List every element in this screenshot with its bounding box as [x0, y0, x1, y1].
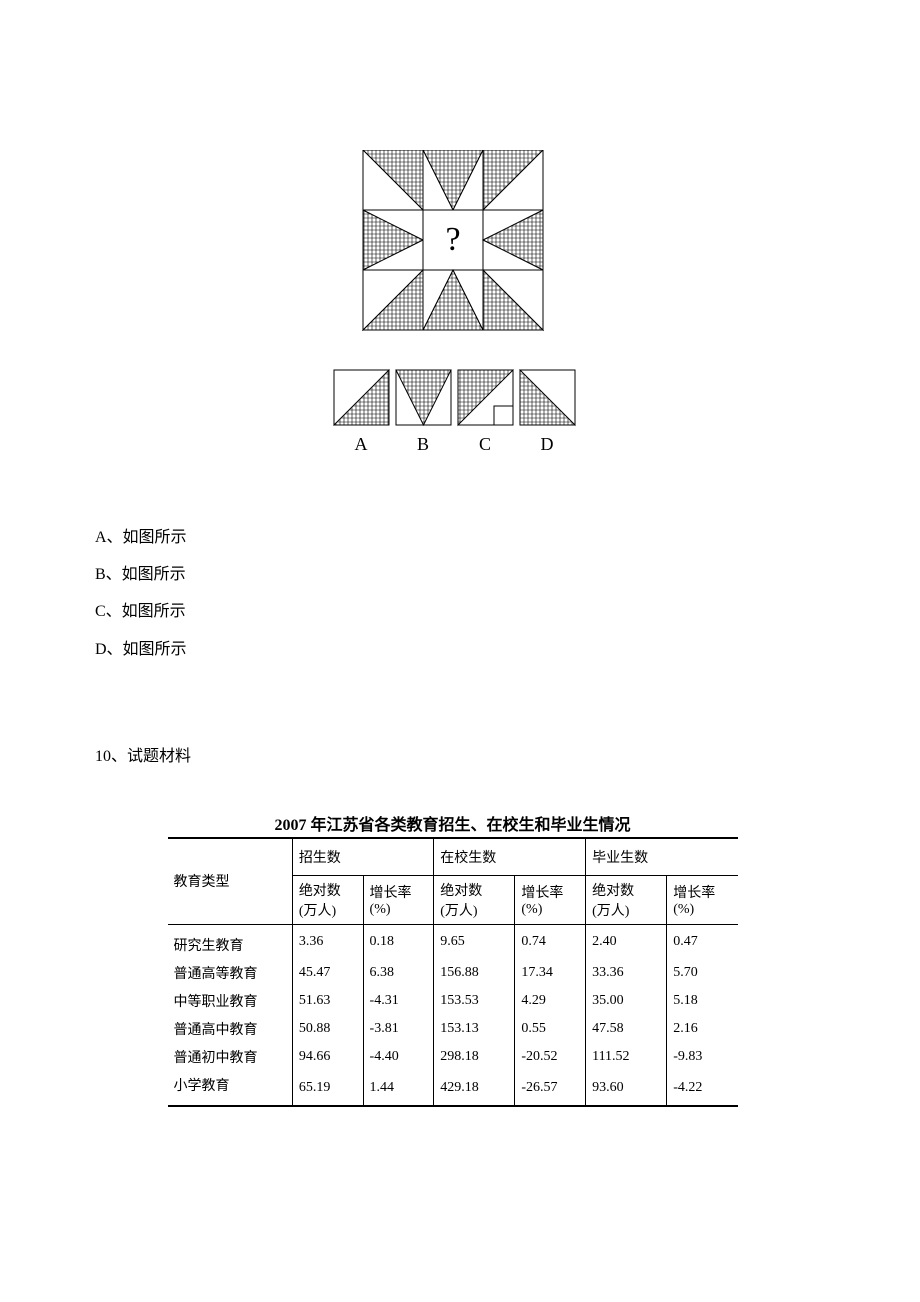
- data-cell: -26.57: [515, 1071, 586, 1106]
- row-label: 普通初中教育: [168, 1043, 293, 1071]
- data-cell: 153.53: [434, 987, 515, 1015]
- option-c: C、如图所示: [95, 594, 810, 629]
- data-cell: 35.00: [586, 987, 667, 1015]
- data-cell: 33.36: [586, 959, 667, 987]
- data-cell: 429.18: [434, 1071, 515, 1106]
- row-label: 中等职业教育: [168, 987, 293, 1015]
- data-cell: 0.74: [515, 924, 586, 959]
- data-cell: 47.58: [586, 1015, 667, 1043]
- data-cell: -4.40: [363, 1043, 434, 1071]
- row-label: 研究生教育: [168, 924, 293, 959]
- data-cell: 0.55: [515, 1015, 586, 1043]
- data-cell: 65.19: [292, 1071, 363, 1106]
- education-table: 教育类型 招生数 在校生数 毕业生数 绝对数 (万人) 增长率 (%) 绝对数 …: [168, 837, 738, 1107]
- option-d: D、如图所示: [95, 632, 810, 667]
- data-cell: 93.60: [586, 1071, 667, 1106]
- data-cell: 0.18: [363, 924, 434, 959]
- sub-abs-2: 绝对数 (万人): [586, 875, 667, 924]
- data-cell: 94.66: [292, 1043, 363, 1071]
- data-cell: -9.83: [667, 1043, 738, 1071]
- group-header-0: 招生数: [292, 838, 433, 876]
- table-row: 普通高中教育50.88-3.81153.130.5547.582.16: [168, 1015, 738, 1043]
- sub-rate-0: 增长率 (%): [363, 875, 434, 924]
- data-cell: 298.18: [434, 1043, 515, 1071]
- row-label: 小学教育: [168, 1071, 293, 1106]
- option-a: A、如图所示: [95, 520, 810, 555]
- data-cell: 2.16: [667, 1015, 738, 1043]
- options-list: A、如图所示 B、如图所示 C、如图所示 D、如图所示: [95, 520, 810, 667]
- data-cell: 51.63: [292, 987, 363, 1015]
- table-row: 普通初中教育94.66-4.40298.18-20.52111.52-9.83: [168, 1043, 738, 1071]
- option-row: A B C D: [334, 370, 575, 454]
- row-header-label: 教育类型: [168, 838, 293, 925]
- data-cell: 4.29: [515, 987, 586, 1015]
- data-cell: 111.52: [586, 1043, 667, 1071]
- row-label: 普通高等教育: [168, 959, 293, 987]
- table-row: 小学教育65.191.44429.18-26.5793.60-4.22: [168, 1071, 738, 1106]
- data-cell: 2.40: [586, 924, 667, 959]
- table-title: 2007 年江苏省各类教育招生、在校生和毕业生情况: [95, 811, 810, 835]
- sub-rate-1: 增长率 (%): [515, 875, 586, 924]
- main-grid: ?: [363, 150, 543, 330]
- data-cell: 0.47: [667, 924, 738, 959]
- option-tile-b: B: [396, 370, 451, 454]
- data-cell: 5.18: [667, 987, 738, 1015]
- data-cell: -3.81: [363, 1015, 434, 1043]
- svg-text:C: C: [478, 434, 490, 454]
- option-tile-c: C: [458, 370, 513, 454]
- row-label: 普通高中教育: [168, 1015, 293, 1043]
- svg-text:A: A: [354, 434, 367, 454]
- svg-text:B: B: [416, 434, 428, 454]
- svg-text:D: D: [540, 434, 553, 454]
- table-row: 普通高等教育45.476.38156.8817.3433.365.70: [168, 959, 738, 987]
- option-b: B、如图所示: [95, 557, 810, 592]
- sub-rate-2: 增长率 (%): [667, 875, 738, 924]
- option-tile-a: A: [334, 370, 389, 454]
- table-row: 中等职业教育51.63-4.31153.534.2935.005.18: [168, 987, 738, 1015]
- puzzle-figure: ?: [95, 150, 810, 475]
- data-cell: 153.13: [434, 1015, 515, 1043]
- data-cell: -4.22: [667, 1071, 738, 1106]
- data-cell: 5.70: [667, 959, 738, 987]
- data-cell: 17.34: [515, 959, 586, 987]
- data-cell: 1.44: [363, 1071, 434, 1106]
- data-cell: 3.36: [292, 924, 363, 959]
- group-header-2: 毕业生数: [586, 838, 738, 876]
- group-header-1: 在校生数: [434, 838, 586, 876]
- data-cell: 6.38: [363, 959, 434, 987]
- table-row: 研究生教育3.360.189.650.742.400.47: [168, 924, 738, 959]
- question-mark: ?: [445, 221, 460, 258]
- option-tile-d: D: [520, 370, 575, 454]
- data-cell: 156.88: [434, 959, 515, 987]
- data-cell: -20.52: [515, 1043, 586, 1071]
- sub-abs-1: 绝对数 (万人): [434, 875, 515, 924]
- sub-abs-0: 绝对数 (万人): [292, 875, 363, 924]
- data-cell: -4.31: [363, 987, 434, 1015]
- data-cell: 50.88: [292, 1015, 363, 1043]
- data-cell: 45.47: [292, 959, 363, 987]
- question-10-label: 10、试题材料: [95, 742, 810, 766]
- data-cell: 9.65: [434, 924, 515, 959]
